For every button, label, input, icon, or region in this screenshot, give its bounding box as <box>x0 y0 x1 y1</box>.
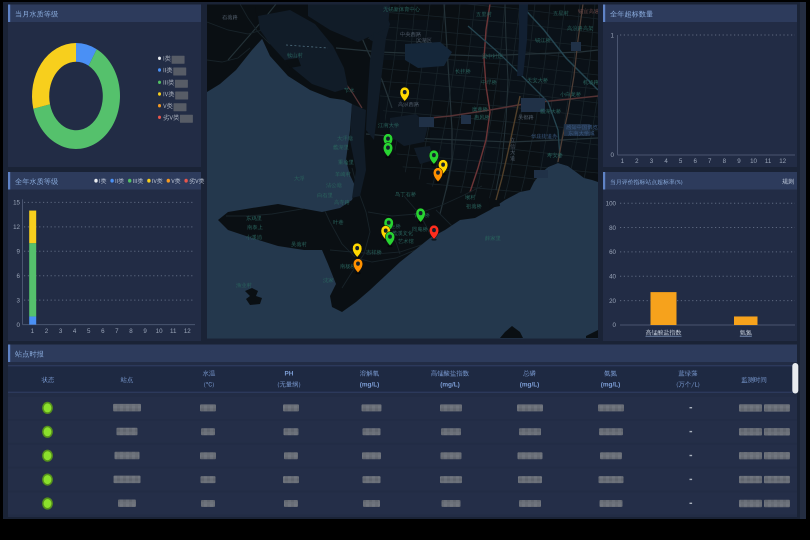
svg-text:10: 10 <box>156 328 163 335</box>
svg-text:15: 15 <box>13 200 20 207</box>
svg-text:12: 12 <box>184 328 191 335</box>
svg-text:6: 6 <box>693 158 697 165</box>
svg-text:0: 0 <box>611 152 615 159</box>
svg-text:6: 6 <box>101 328 105 335</box>
svg-text:11: 11 <box>170 328 177 335</box>
svg-text:7: 7 <box>708 158 712 165</box>
svg-text:(mg/L): (mg/L) <box>360 382 380 389</box>
svg-text:1: 1 <box>621 158 625 165</box>
svg-text:10: 10 <box>750 158 757 165</box>
svg-text:40: 40 <box>609 273 616 280</box>
svg-text:4: 4 <box>73 328 77 335</box>
svg-text:20: 20 <box>609 298 616 305</box>
svg-text:3: 3 <box>17 297 21 304</box>
svg-text:12: 12 <box>13 224 20 231</box>
svg-text:3: 3 <box>59 328 63 335</box>
svg-text:5: 5 <box>87 328 91 335</box>
svg-text:9: 9 <box>17 248 21 255</box>
svg-text:80: 80 <box>609 225 616 232</box>
svg-text:5: 5 <box>679 158 683 165</box>
svg-text:9: 9 <box>143 328 147 335</box>
svg-text:9: 9 <box>737 158 741 165</box>
svg-text:3: 3 <box>650 158 654 165</box>
svg-text:(mg/L): (mg/L) <box>520 382 540 389</box>
svg-text:(mg/L): (mg/L) <box>440 382 460 389</box>
svg-text:2: 2 <box>635 158 639 165</box>
svg-text:6: 6 <box>17 273 21 280</box>
svg-text:100: 100 <box>606 200 617 207</box>
svg-text:1: 1 <box>611 33 615 40</box>
svg-text:2: 2 <box>45 328 49 335</box>
svg-text:60: 60 <box>609 249 616 256</box>
svg-text:11: 11 <box>765 158 772 165</box>
svg-text:7: 7 <box>115 328 119 335</box>
svg-text:0: 0 <box>17 322 21 329</box>
svg-text:0: 0 <box>613 322 617 329</box>
svg-text:4: 4 <box>664 158 668 165</box>
svg-text:8: 8 <box>129 328 133 335</box>
svg-text:1: 1 <box>31 328 35 335</box>
svg-text:(mg/L): (mg/L) <box>601 382 621 389</box>
svg-text:12: 12 <box>779 158 786 165</box>
svg-text:8: 8 <box>723 158 727 165</box>
svg-text:PH: PH <box>285 371 294 378</box>
